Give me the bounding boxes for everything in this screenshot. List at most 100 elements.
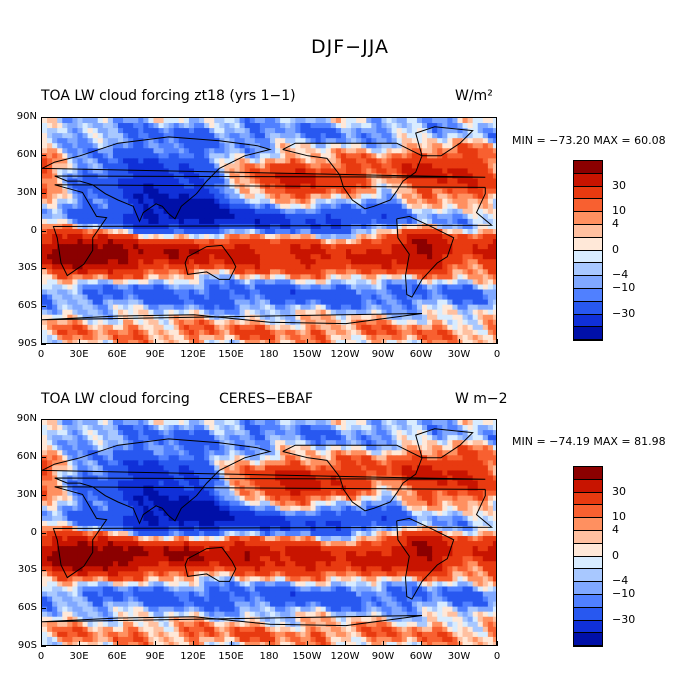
heatmap-cell xyxy=(183,143,190,149)
heatmap-cell xyxy=(72,319,79,326)
heatmap-cell xyxy=(158,158,165,164)
heatmap-cell xyxy=(300,218,307,225)
heatmap-cell xyxy=(396,294,403,301)
heatmap-cell xyxy=(123,203,129,210)
heatmap-cell xyxy=(315,168,322,175)
heatmap-cell xyxy=(472,309,479,316)
heatmap-cell xyxy=(77,133,84,139)
heatmap-cell xyxy=(163,435,170,441)
heatmap-cell xyxy=(209,138,215,144)
heatmap-cell xyxy=(97,158,104,164)
heatmap-cell xyxy=(447,118,453,124)
heatmap-cell xyxy=(416,274,423,281)
heatmap-cell xyxy=(92,334,99,341)
heatmap-cell xyxy=(401,239,408,245)
heatmap-cell xyxy=(254,435,261,441)
heatmap-cell xyxy=(188,213,195,220)
heatmap-cell xyxy=(264,163,271,170)
heatmap-cell xyxy=(219,274,225,281)
heatmap-cell xyxy=(310,249,317,255)
heatmap-cell xyxy=(482,133,489,139)
heatmap-cell xyxy=(259,334,266,341)
heatmap-cell xyxy=(199,244,205,250)
heatmap-cell xyxy=(487,329,494,336)
heatmap-cell xyxy=(82,334,89,341)
heatmap-cell xyxy=(219,249,225,255)
heatmap-cell xyxy=(427,133,433,139)
heatmap-cell xyxy=(72,314,79,321)
heatmap-cell xyxy=(371,259,377,265)
heatmap-cell xyxy=(173,138,180,144)
heatmap-cell xyxy=(305,450,312,456)
heatmap-cell xyxy=(320,329,327,336)
heatmap-cell xyxy=(492,158,496,164)
heatmap-cell xyxy=(351,440,357,446)
heatmap-cell xyxy=(42,208,48,215)
heatmap-cell xyxy=(391,294,398,301)
heatmap-cell xyxy=(462,143,469,149)
heatmap-cell xyxy=(320,163,327,170)
heatmap-cell xyxy=(472,339,479,343)
heatmap-cell xyxy=(391,234,398,240)
heatmap-cell xyxy=(477,304,484,311)
heatmap-cell xyxy=(391,445,398,451)
heatmap-cell xyxy=(72,299,79,306)
heatmap-cell xyxy=(87,259,94,265)
heatmap-cell xyxy=(173,198,180,205)
heatmap-cell xyxy=(214,269,220,275)
heatmap-cell xyxy=(386,274,393,281)
heatmap-cell xyxy=(143,269,149,275)
heatmap-cell xyxy=(173,279,180,286)
heatmap-cell xyxy=(376,118,383,124)
heatmap-cell xyxy=(467,173,474,180)
heatmap-cell xyxy=(432,128,438,134)
heatmap-cell xyxy=(487,123,494,129)
heatmap-cell xyxy=(386,168,393,175)
heatmap-cell xyxy=(239,269,246,275)
heatmap-cell xyxy=(47,163,53,170)
heatmap-cell xyxy=(72,133,79,139)
heatmap-cell xyxy=(366,234,372,240)
heatmap-cell xyxy=(57,193,63,200)
heatmap-cell xyxy=(239,430,246,436)
heatmap-cell xyxy=(173,244,180,250)
heatmap-cell xyxy=(290,239,296,245)
heatmap-cell xyxy=(194,203,200,210)
heatmap-cell xyxy=(148,274,155,281)
heatmap-cell xyxy=(457,420,464,426)
heatmap-cell xyxy=(416,178,423,185)
heatmap-cell xyxy=(340,163,347,170)
heatmap-cell xyxy=(457,158,464,164)
heatmap-cell xyxy=(472,254,479,260)
heatmap-cell xyxy=(366,269,372,275)
heatmap-cell xyxy=(305,133,312,139)
heatmap-cell xyxy=(102,425,109,431)
heatmap-cell xyxy=(47,249,53,255)
heatmap-cell xyxy=(351,435,357,441)
heatmap-cell xyxy=(406,123,413,129)
heatmap-cell xyxy=(442,168,448,175)
heatmap-cell xyxy=(259,223,266,230)
heatmap-cell xyxy=(416,203,423,210)
heatmap-cell xyxy=(442,143,448,149)
heatmap-cell xyxy=(234,430,241,436)
heatmap-cell xyxy=(178,208,185,215)
heatmap-cell xyxy=(158,143,165,149)
heatmap-cell xyxy=(133,269,139,275)
heatmap-cell xyxy=(371,178,377,185)
heatmap-cell xyxy=(52,309,58,316)
heatmap-cell xyxy=(244,148,251,154)
heatmap-cell xyxy=(183,259,190,265)
heatmap-cell xyxy=(62,118,68,124)
heatmap-cell xyxy=(178,254,185,260)
heatmap-cell xyxy=(472,264,479,270)
heatmap-cell xyxy=(67,244,73,250)
heatmap-cell xyxy=(361,299,367,306)
heatmap-cell xyxy=(173,183,180,190)
heatmap-cell xyxy=(416,299,423,306)
heatmap-cell xyxy=(118,168,124,175)
heatmap-cell xyxy=(447,274,453,281)
heatmap-cell xyxy=(72,118,79,124)
heatmap-cell xyxy=(330,198,337,205)
heatmap-cell xyxy=(118,420,124,426)
